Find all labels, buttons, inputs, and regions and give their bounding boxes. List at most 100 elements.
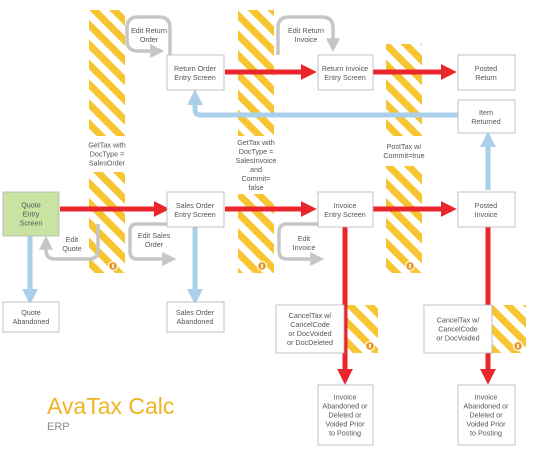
label-line: Abandoned	[13, 317, 50, 326]
node-quote-entry-label: Quote Entry Screen	[20, 201, 43, 228]
label-line: Invoice	[475, 210, 498, 219]
loop-edit-return-order	[125, 15, 172, 58]
label-line: CancelTax w/	[289, 311, 332, 320]
label-line: Quote	[62, 244, 82, 253]
label-line: Edit	[66, 235, 78, 244]
label-line: Invoice	[334, 201, 357, 210]
label-line: Item	[479, 108, 493, 117]
api-canceltax-2-label: CancelTax w/CancelCode or DocVoided	[436, 316, 479, 343]
badge-icon-posttax	[404, 260, 416, 272]
api-label-bg-posttax	[386, 136, 422, 166]
loop-edit-sales-order-label: Edit Sales Order	[138, 231, 171, 249]
node-invoice-abandoned-1-box	[317, 384, 374, 446]
label-line: Sales Order	[176, 201, 215, 210]
label-line: GetTax with	[88, 141, 126, 150]
label-line: or DocDeleted	[287, 338, 333, 347]
node-item-returned-box	[457, 99, 516, 134]
label-line: Posted	[475, 201, 497, 210]
label-line: Returned	[471, 117, 501, 126]
loop-edit-return-invoice	[276, 15, 340, 55]
label-line: Return	[475, 73, 497, 82]
label-line: Abandoned	[177, 317, 214, 326]
loop-edit-invoice	[277, 222, 325, 266]
label-line: or DocVoided	[436, 334, 479, 343]
label-line: SalesOrder	[89, 159, 126, 168]
label-line: Invoice	[334, 393, 357, 402]
node-sales-order-entry-box	[166, 191, 225, 228]
loop-edit-return-invoice-label: Edit Return Invoice	[288, 26, 324, 44]
label-line: Sales Order	[176, 308, 215, 317]
label-line: Edit Return	[131, 26, 167, 35]
label-line: to Posting	[329, 429, 361, 438]
label-line: Edit Sales	[138, 231, 171, 240]
badge-icon-canceltax-2	[512, 340, 524, 352]
node-sales-order-abandoned-label: Sales Order Abandoned	[176, 308, 215, 326]
label-line: Commit=true	[383, 151, 424, 160]
label-line: Edit Return	[288, 26, 324, 35]
node-posted-return-label: Posted Return	[475, 64, 497, 82]
node-invoice-abandoned-2-label: Invoice Abandoned or Deleted or Voided Prio…	[463, 393, 509, 438]
label-line: DocType =	[239, 147, 274, 156]
loop-edit-invoice-label: Edit Invoice	[293, 234, 316, 252]
loop-edit-quote-label: Edit Quote	[62, 235, 82, 253]
label-line: Entry	[23, 210, 40, 219]
node-invoice-abandoned-1-label: Invoice Abandoned or Deleted or Voided Prio…	[322, 393, 368, 438]
label-line: SalesInvoice	[236, 156, 277, 165]
loop-edit-quote	[39, 224, 100, 261]
loop-edit-sales-order	[128, 222, 177, 266]
label-line: Entry Screen	[324, 210, 366, 219]
label-line: GetTax with	[237, 138, 275, 147]
loop-edit-return-order-label: Edit Return Order	[131, 26, 167, 44]
diagram-title: AvaTax Calc	[47, 393, 174, 419]
label-line: Abandoned or	[322, 402, 368, 411]
label-line: Invoice	[295, 35, 318, 44]
node-posted-invoice-label: Posted Invoice	[475, 201, 498, 219]
badge-icon-canceltax-1	[364, 340, 376, 352]
label-line: false	[248, 183, 263, 192]
label-line: Commit=	[242, 174, 271, 183]
node-return-invoice-entry-label: Return Invoice Entry Screen	[322, 64, 368, 82]
node-invoice-entry-box	[317, 191, 374, 228]
label-line: Abandoned or	[463, 402, 509, 411]
node-return-invoice-entry-box	[317, 54, 374, 91]
label-line: Entry Screen	[174, 73, 216, 82]
label-line: Screen	[20, 219, 43, 228]
label-line: Deleted or	[328, 411, 362, 420]
label-line: Entry Screen	[174, 210, 216, 219]
label-line: Quote	[21, 201, 41, 210]
api-canceltax-1-label: CancelTax w/CancelCode or DocVoided or Doc…	[287, 311, 333, 347]
label-line: Order	[145, 240, 164, 249]
label-line: Voided Prior	[466, 420, 506, 429]
label-line: to Posting	[470, 429, 502, 438]
label-line: Entry Screen	[324, 73, 366, 82]
label-line: Voided Prior	[325, 420, 365, 429]
node-posted-return-box	[457, 54, 516, 91]
badge-icon-gettax-salesinvoice	[256, 260, 268, 272]
label-line: Quote	[21, 308, 41, 317]
label-line: Return Invoice	[322, 64, 368, 73]
node-quote-abandoned-label: Quote Abandoned	[13, 308, 50, 326]
diagram-subtitle: ERP	[47, 421, 70, 433]
api-canceltax-2-box	[423, 304, 493, 354]
api-label-bg-gettax-salesinvoice	[238, 136, 274, 194]
flow-return-back	[186, 89, 490, 118]
label-line: CancelTax w/	[437, 316, 480, 325]
node-quote-abandoned-box	[2, 301, 60, 333]
badge-icon-gettax-salesorder	[107, 260, 119, 272]
api-posttax-label: PostTax w/Commit=true	[383, 142, 424, 160]
label-line: Order	[140, 35, 159, 44]
node-return-order-entry-box	[166, 54, 225, 91]
label-line: DocType =	[90, 150, 125, 159]
node-invoice-entry-label: Invoice Entry Screen	[324, 201, 366, 219]
api-canceltax-1-box	[275, 304, 345, 354]
node-item-returned-label: Item Returned	[471, 108, 501, 126]
label-line: or DocVoided	[288, 329, 331, 338]
label-line: and	[250, 165, 262, 174]
label-line: Return Order	[174, 64, 217, 73]
api-gettax-salesorder-label: GetTax with DocType = SalesOrder	[88, 141, 126, 168]
api-gettax-salesinvoice-label: GetTax with DocType = SalesInvoice and Commi…	[236, 138, 277, 192]
node-invoice-abandoned-2-box	[457, 384, 516, 446]
label-line: CancelCode	[438, 325, 478, 334]
